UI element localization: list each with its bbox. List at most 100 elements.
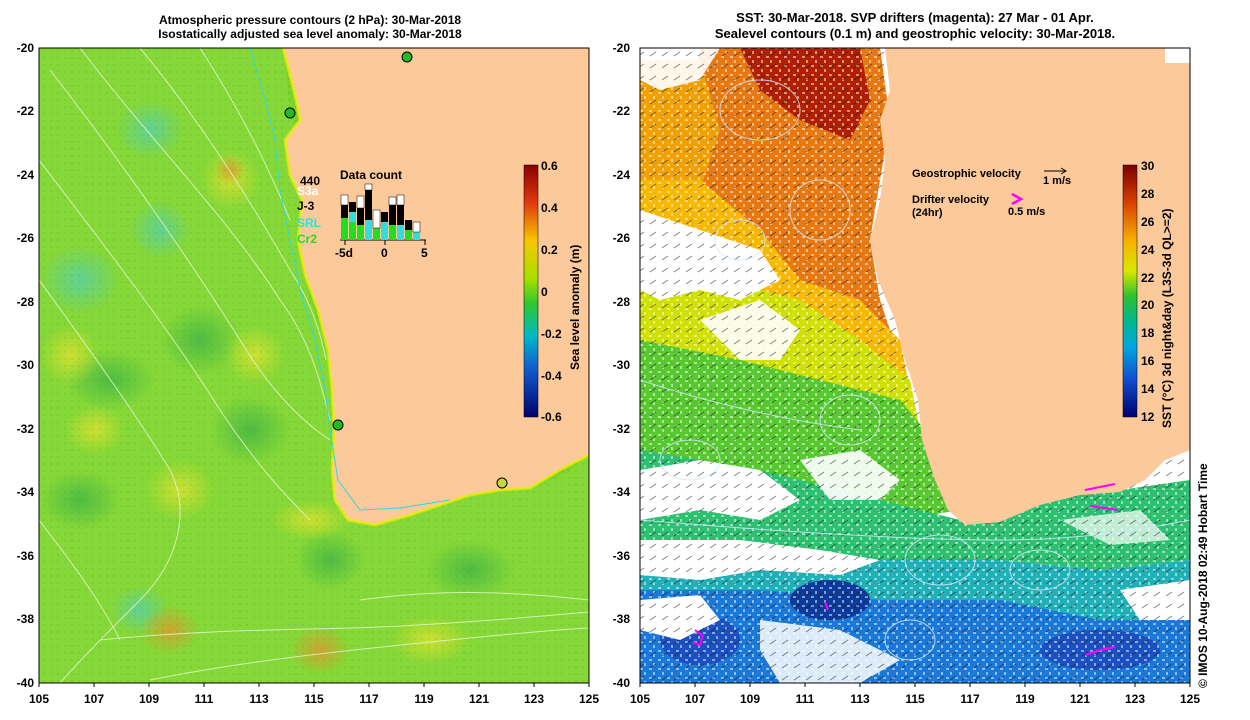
left-lon-tick: 115 xyxy=(304,692,324,706)
tide-gauge-station xyxy=(332,419,344,431)
mission-j3: J-3 xyxy=(297,199,315,213)
sst-colorbar-label: 22 xyxy=(1141,271,1155,285)
axis-ticks xyxy=(38,683,1191,687)
drifter-velocity-scale: 0.5 m/s xyxy=(1008,206,1046,218)
right-lat-tick: -38 xyxy=(612,612,630,626)
right-lon-tick: 113 xyxy=(850,692,870,706)
right-lon-tick: 109 xyxy=(739,692,761,706)
right-lat-tick: -34 xyxy=(612,485,630,499)
right-lon-tick: 125 xyxy=(1179,692,1201,706)
sst-colorbar xyxy=(1122,164,1138,418)
drifter-velocity-label: Drifter velocity xyxy=(912,194,990,206)
sla-colorbar-label: 0.6 xyxy=(541,159,558,173)
left-lon-tick: 107 xyxy=(83,692,105,706)
right-lat-tick: -26 xyxy=(612,231,630,245)
right-lon-tick: 121 xyxy=(1069,692,1091,706)
geostrophic-velocity-scale: 1 m/s xyxy=(1043,175,1072,187)
left-lat-tick: -30 xyxy=(16,358,34,372)
data-count-axis-label: -5d xyxy=(335,246,353,260)
left-map xyxy=(39,48,589,683)
data-count-title: Data count xyxy=(340,168,403,182)
left-lat-tick: -32 xyxy=(16,422,34,436)
left-map-title-line2: Isostatically adjusted sea level anomaly… xyxy=(158,27,462,41)
mission-srl: SRL xyxy=(297,216,321,230)
left-lat-tick: -28 xyxy=(16,295,34,309)
left-lon-tick: 117 xyxy=(359,692,379,706)
sst-colorbar-label: 26 xyxy=(1141,215,1155,229)
pressure-contours xyxy=(39,48,589,683)
sla-colorbar-title: Sea level anomaly (m) xyxy=(568,244,582,370)
right-lon-tick: 111 xyxy=(795,692,815,706)
left-lon-tick: 125 xyxy=(578,692,600,706)
right-lon-tick: 123 xyxy=(1124,692,1146,706)
sla-colorbar xyxy=(523,164,539,418)
tide-gauge-station xyxy=(284,107,296,119)
right-lon-tick: 105 xyxy=(629,692,651,706)
right-lat-tick: -20 xyxy=(612,41,630,55)
sla-colorbar-label: -0.4 xyxy=(541,369,562,383)
sst-colorbar-label: 30 xyxy=(1141,159,1155,173)
right-lat-tick: -22 xyxy=(612,104,630,118)
right-lat-tick: -40 xyxy=(612,676,630,690)
left-lat-tick: -24 xyxy=(16,168,34,182)
sst-colorbar-label: 28 xyxy=(1141,187,1155,201)
sst-colorbar-title: SST (°C) 3d night&day (L3S-3d QL>=2) xyxy=(1160,208,1174,429)
sst-colorbar-label: 12 xyxy=(1141,410,1155,424)
sla-colorbar-label: 0.4 xyxy=(541,201,558,215)
geostrophic-velocity-label: Geostrophic velocity xyxy=(912,168,1021,180)
left-lat-tick: -26 xyxy=(16,231,34,245)
left-lon-tick: 105 xyxy=(28,692,50,706)
right-map-title-line2: Sealevel contours (0.1 m) and geostrophi… xyxy=(714,26,1116,41)
mission-s3a: S3a xyxy=(297,184,319,198)
sla-colorbar-label: -0.2 xyxy=(541,327,562,341)
left-lon-tick: 121 xyxy=(468,692,490,706)
left-lon-tick: 111 xyxy=(194,692,214,706)
sla-colorbar-label: 0.2 xyxy=(541,243,558,257)
sst-colorbar-label: 18 xyxy=(1141,326,1155,340)
drifter-scale-arrow xyxy=(1011,192,1024,206)
left-lat-tick: -22 xyxy=(16,104,34,118)
right-lat-tick: -28 xyxy=(612,295,630,309)
imos-credit: © IMOS 10-Aug-2018 02:49 Hobart Time xyxy=(1196,463,1210,688)
right-lon-tick: 117 xyxy=(960,692,980,706)
left-lon-tick: 113 xyxy=(249,692,269,706)
tide-gauge-station xyxy=(496,477,508,489)
right-lat-tick: -30 xyxy=(612,358,630,372)
sst-colorbar-label: 24 xyxy=(1141,243,1155,257)
left-lat-tick: -38 xyxy=(16,612,34,626)
australia-landmass-left xyxy=(283,48,589,525)
sla-colorbar-label: 0 xyxy=(541,285,548,299)
right-lat-tick: -24 xyxy=(612,168,630,182)
drifter-velocity-window: (24hr) xyxy=(912,207,943,219)
left-lon-tick: 109 xyxy=(138,692,160,706)
left-lat-tick: -36 xyxy=(16,549,34,563)
sst-colorbar-label: 16 xyxy=(1141,354,1155,368)
data-count-axis-label: 5 xyxy=(421,246,428,260)
sst-colorbar-label: 14 xyxy=(1141,382,1155,396)
right-lat-tick: -36 xyxy=(612,549,630,563)
left-lat-tick: -20 xyxy=(16,41,34,55)
right-lon-tick: 107 xyxy=(684,692,706,706)
mission-cr2: Cr2 xyxy=(297,232,318,246)
sea-level-contours xyxy=(640,79,1190,661)
right-map xyxy=(640,48,1190,683)
left-lon-tick: 123 xyxy=(523,692,545,706)
data-count-axis-label: 0 xyxy=(381,246,388,260)
sla-colorbar-label: -0.6 xyxy=(541,410,562,424)
data-count-total: 440 xyxy=(300,174,321,188)
right-lon-tick: 115 xyxy=(905,692,925,706)
svp-drifter-tracks xyxy=(692,483,1119,656)
tide-gauge-station xyxy=(401,51,413,63)
australia-landmass-right xyxy=(870,48,1190,525)
left-map-title-line1: Atmospheric pressure contours (2 hPa): 3… xyxy=(158,13,462,27)
left-lat-tick: -34 xyxy=(16,485,34,499)
left-lon-tick: 119 xyxy=(414,692,434,706)
left-lat-tick: -40 xyxy=(16,676,34,690)
right-lat-tick: -32 xyxy=(612,422,630,436)
right-map-title-line1: SST: 30-Mar-2018. SVP drifters (magenta)… xyxy=(736,10,1094,25)
shelf-isobath xyxy=(249,48,451,511)
sst-colorbar-label: 20 xyxy=(1141,298,1155,312)
data-count-histogram xyxy=(340,183,426,245)
right-lon-tick: 119 xyxy=(1015,692,1035,706)
